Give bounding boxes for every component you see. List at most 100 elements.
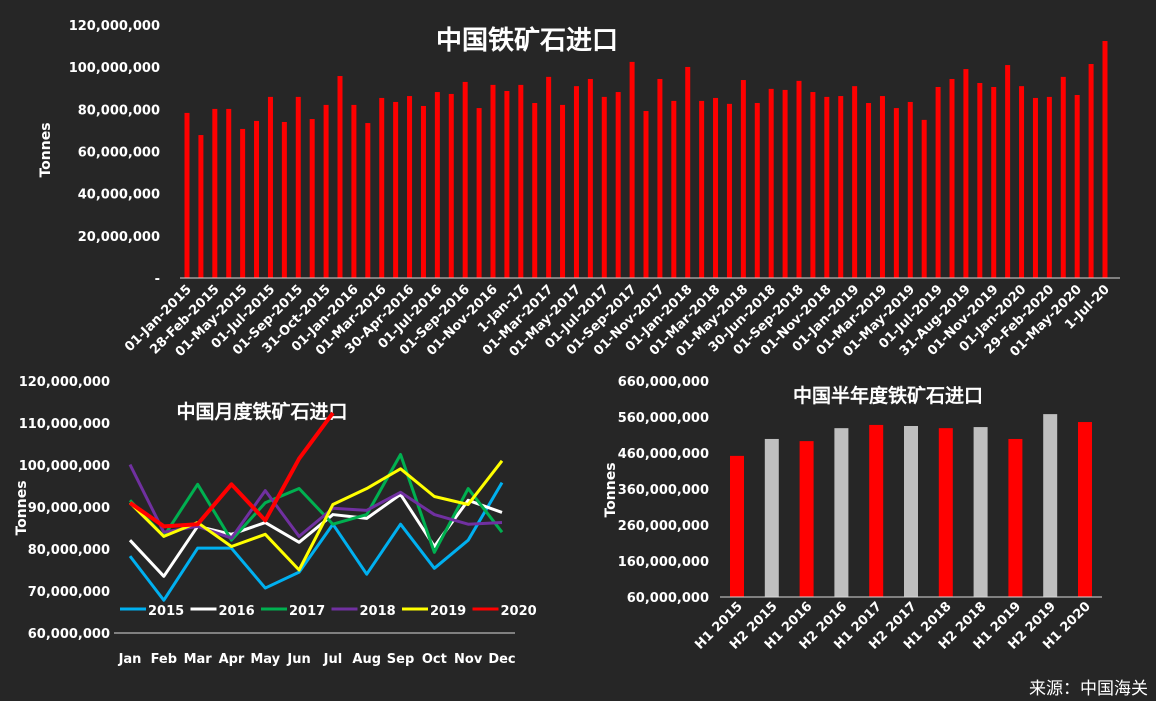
bar xyxy=(184,112,190,278)
bar xyxy=(462,81,468,278)
x-tick-label: Oct xyxy=(422,652,447,667)
monthly-bar-chart: 中国铁矿石进口 Tonnes - 20,000,000 40,000,000 60,0… xyxy=(38,19,1120,360)
bar xyxy=(991,86,997,278)
bar xyxy=(921,119,927,278)
x-tick-label: Mar xyxy=(184,652,213,667)
bar xyxy=(615,92,621,278)
bar xyxy=(490,84,496,278)
y-tick-label: 80,000,000 xyxy=(78,103,160,118)
series-line-2020 xyxy=(128,411,335,529)
bar xyxy=(935,86,941,278)
bar xyxy=(573,86,579,279)
bar xyxy=(476,108,482,279)
y-tick-label: 460,000,000 xyxy=(618,447,709,462)
y-tick-label: 100,000,000 xyxy=(69,61,160,76)
bar xyxy=(685,66,691,278)
bar xyxy=(869,424,884,597)
bar xyxy=(1032,97,1038,278)
monthly-bar-chart-ylabel: Tonnes xyxy=(38,122,54,177)
y-tick-label: 160,000,000 xyxy=(618,555,709,570)
bar xyxy=(893,108,899,279)
x-tick-label: Apr xyxy=(219,652,245,667)
bar xyxy=(560,104,566,279)
x-tick-label: Jun xyxy=(286,652,310,667)
y-tick-label: 70,000,000 xyxy=(28,585,110,600)
bar xyxy=(198,135,204,278)
half-year-bar-chart-title: 中国半年度铁矿石进口 xyxy=(793,384,983,407)
bar xyxy=(730,455,744,597)
bar xyxy=(973,427,988,597)
bar xyxy=(351,104,357,279)
y-tick-label: 560,000,000 xyxy=(618,411,709,426)
monthly-line-chart-ylabel: Tonnes xyxy=(14,480,30,535)
x-tick-label: May xyxy=(250,652,280,667)
bar xyxy=(337,76,343,278)
bar xyxy=(1102,41,1108,279)
legend-label-2016: 2016 xyxy=(219,604,255,619)
bar xyxy=(963,69,969,278)
half-year-bar-chart: 中国半年度铁矿石进口 Tonnes 60,000,000 160,000,000 2… xyxy=(603,375,1102,653)
legend-label-2020: 2020 xyxy=(501,604,537,619)
y-tick-label: 40,000,000 xyxy=(78,188,160,203)
x-tick-label: Nov xyxy=(454,652,483,667)
bar xyxy=(532,103,538,278)
y-tick-label: 90,000,000 xyxy=(28,501,110,516)
bar xyxy=(407,96,413,278)
bar xyxy=(799,441,814,597)
bar xyxy=(852,86,858,279)
y-tick-label: 60,000,000 xyxy=(78,146,160,161)
bar xyxy=(295,96,301,278)
bar xyxy=(365,123,371,278)
y-tick-label: 660,000,000 xyxy=(618,375,709,390)
legend-label-2017: 2017 xyxy=(289,604,325,619)
legend-label-2015: 2015 xyxy=(148,604,184,619)
bar xyxy=(629,61,635,279)
y-tick-label: - xyxy=(155,272,160,287)
bar xyxy=(504,90,510,278)
legend-label-2018: 2018 xyxy=(360,604,396,619)
bar xyxy=(904,426,918,597)
bar xyxy=(938,428,953,597)
bar xyxy=(281,121,287,278)
bar xyxy=(949,78,955,279)
bar xyxy=(764,438,779,597)
x-tick-label: Dec xyxy=(488,652,515,667)
y-tick-label: 120,000,000 xyxy=(69,19,160,34)
series-line-2019 xyxy=(128,459,504,572)
bar xyxy=(824,96,830,278)
y-tick-label: 80,000,000 xyxy=(28,543,110,558)
bar xyxy=(796,80,802,278)
bar xyxy=(254,120,260,278)
bar xyxy=(671,100,677,279)
bar xyxy=(977,82,983,279)
bar xyxy=(601,96,607,278)
x-tick-label: Jul xyxy=(323,652,343,667)
bar xyxy=(1046,96,1052,278)
bar xyxy=(907,101,913,279)
bar xyxy=(1078,422,1092,597)
bar xyxy=(267,96,273,278)
bar xyxy=(546,76,552,279)
bar xyxy=(740,80,746,278)
bar xyxy=(782,89,788,278)
monthly-line-chart-title: 中国月度铁矿石进口 xyxy=(176,400,347,423)
bar xyxy=(1060,76,1066,279)
bar xyxy=(420,105,426,279)
x-tick-label: Jan xyxy=(118,652,142,667)
series-line-2018 xyxy=(128,463,503,540)
bar xyxy=(713,97,719,278)
bar xyxy=(1074,94,1080,278)
bar xyxy=(434,92,440,278)
y-tick-label: 60,000,000 xyxy=(28,627,110,642)
x-tick-label: Feb xyxy=(151,652,177,667)
y-tick-label: 120,000,000 xyxy=(19,375,110,390)
half-year-bar-chart-ylabel: Tonnes xyxy=(603,462,619,517)
y-tick-label: 100,000,000 xyxy=(19,459,110,474)
bar xyxy=(448,93,454,278)
x-tick-label: Sep xyxy=(387,652,415,667)
monthly-bar-chart-title: 中国铁矿石进口 xyxy=(436,25,618,56)
bar xyxy=(518,84,524,278)
bar xyxy=(240,128,246,278)
bar xyxy=(212,108,218,278)
